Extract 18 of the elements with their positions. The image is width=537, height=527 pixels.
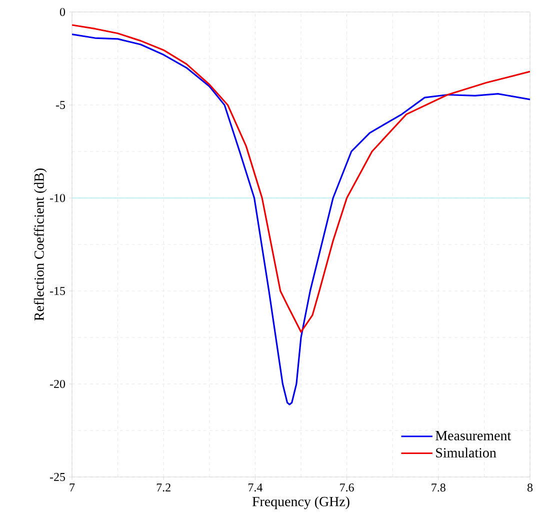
y-tick-label: -10 [50,194,66,202]
x-tick-label: 7.6 [340,484,354,492]
y-tick-label: -5 [56,101,66,109]
line-series [72,34,530,406]
y-tick-label: -25 [50,472,66,481]
x-tick-label: 8 [527,484,533,492]
line-series [72,24,530,333]
x-tick-label: 7.2 [156,484,170,492]
x-tick-label: 7.4 [248,484,262,492]
x-tick-label: 7 [70,484,75,492]
y-tick-label: -20 [50,380,66,388]
y-tick-label: 0 [60,8,66,16]
x-tick-label: 7.8 [432,484,446,492]
y-axis-title: Reflection Coefficient (dB) [34,168,47,321]
y-tick-label: -15 [50,286,66,295]
x-axis-title: Frequency (GHz) [252,496,350,510]
legend-label: Simulation [436,448,496,458]
legend-label: Measurement [436,431,512,440]
